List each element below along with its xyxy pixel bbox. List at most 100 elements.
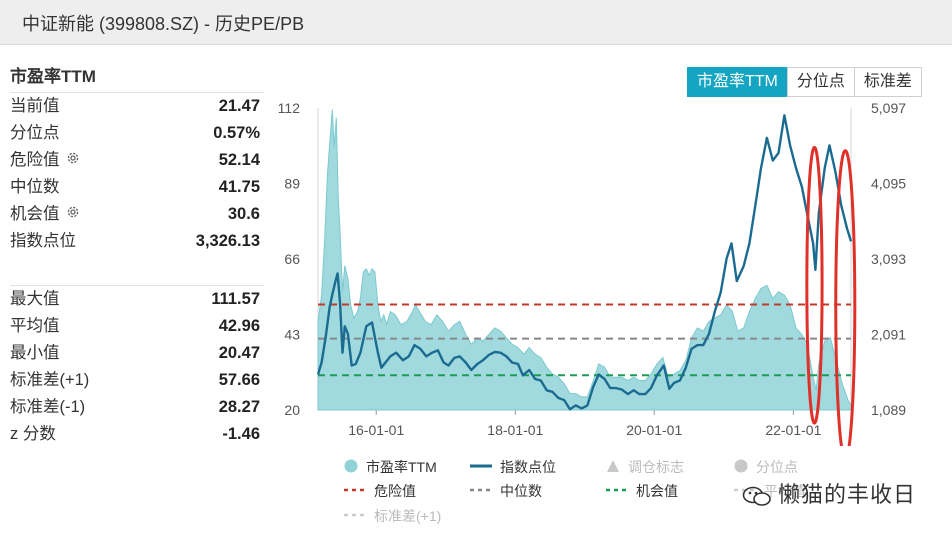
red-annotation-ellipse: [805, 145, 824, 425]
legend-symbol: [344, 481, 366, 503]
summary-stat-row: 平均值 42.96: [10, 313, 264, 340]
stat-value: 30.6: [227, 205, 260, 223]
watermark: 懒猫的丰收日: [742, 477, 916, 509]
tab-市盈率TTM[interactable]: 市盈率TTM: [687, 67, 788, 97]
stat-label-text: 当前值: [10, 97, 60, 115]
summary-stat-row: 标准差(-1) 28.27: [10, 394, 264, 421]
legend-item[interactable]: 分位点: [734, 456, 798, 478]
legend-item[interactable]: 市盈率TTM: [344, 456, 437, 478]
legend-label: 调仓标志: [628, 459, 684, 475]
stat-value: -1.46: [222, 425, 260, 443]
stat-label-text: 中位数: [10, 178, 60, 196]
summary-stat-row: 最小值 20.47: [10, 340, 264, 367]
index-points-line: [316, 114, 853, 411]
legend-label: 危险值: [374, 483, 416, 499]
wechat-icon: [742, 486, 771, 506]
current-stat-row: 分位点 0.57%: [10, 120, 264, 147]
red-annotation-ellipse: [834, 149, 857, 446]
stat-label: 当前值: [10, 93, 60, 120]
legend-label: 分位点: [756, 459, 798, 475]
stat-value: 20.47: [218, 344, 260, 362]
legend-label: 标准差(+1): [374, 508, 442, 524]
section-title: 市盈率TTM: [10, 67, 96, 86]
y-left-tick-label: 112: [278, 100, 301, 116]
x-tick-label: 18-01-01: [487, 422, 543, 438]
legend-label: 机会值: [636, 483, 678, 499]
stat-label-text: 分位点: [10, 124, 60, 142]
y-right-tick-label: 4,095: [871, 176, 906, 192]
current-stat-row: 危险值 52.14: [10, 147, 264, 174]
stat-label: 平均值: [10, 313, 60, 340]
legend-label: 市盈率TTM: [366, 459, 437, 475]
y-left-tick-label: 89: [284, 176, 300, 192]
current-stat-row: 中位数 41.75: [10, 174, 264, 201]
stat-value: 3,326.13: [195, 232, 260, 250]
stat-value: 42.96: [218, 317, 260, 335]
stat-label-text: 平均值: [10, 317, 60, 335]
tab-标准差[interactable]: 标准差: [853, 67, 922, 97]
stats-panel: 市盈率TTM 当前值 21.47 分位点 0.57% 危险值 52.14 中位数 41.75 机…: [10, 62, 264, 448]
stat-label-text: z 分数: [10, 425, 56, 443]
gear-icon[interactable]: [66, 147, 80, 174]
legend-symbol: [344, 506, 366, 528]
current-stat-row: 机会值 30.6: [10, 201, 264, 228]
stat-label-text: 标准差(+1): [10, 371, 90, 389]
legend-symbol: [606, 481, 628, 503]
stat-value: 0.57%: [213, 124, 260, 142]
pe-ttm-area: [317, 109, 852, 411]
stat-value: 111.57: [211, 290, 260, 308]
legend-symbol: [344, 457, 358, 479]
legend-symbol: [470, 457, 492, 479]
legend-item[interactable]: 标准差(+1): [344, 505, 441, 527]
legend-item[interactable]: 机会值: [606, 480, 678, 502]
watermark-text: 懒猫的丰收日: [778, 482, 917, 507]
stat-label: 最大值: [10, 286, 60, 313]
x-tick-label: 16-01-01: [348, 422, 404, 438]
x-tick-label: 22-01-01: [765, 422, 821, 438]
stat-label-text: 最大值: [10, 290, 60, 308]
stat-value: 21.47: [218, 97, 260, 115]
current-stat-row: 指数点位 3,326.13: [10, 228, 264, 255]
y-right-tick-label: 1,089: [871, 402, 906, 418]
summary-stat-row: 最大值 111.57: [10, 286, 264, 313]
y-left-tick-label: 43: [284, 327, 300, 343]
summary-stat-row: 标准差(+1) 57.66: [10, 367, 264, 394]
stat-value: 41.75: [218, 178, 260, 196]
legend-label: 中位数: [500, 483, 542, 499]
legend-item[interactable]: 危险值: [344, 480, 416, 502]
current-stat-row: 当前值 21.47: [10, 93, 264, 120]
legend-symbol: [470, 481, 492, 503]
title-bar: 中证新能 (399808.SZ) - 历史PE/PB: [0, 0, 952, 45]
y-left-tick-label: 66: [284, 251, 300, 267]
current-stats: 当前值 21.47 分位点 0.57% 危险值 52.14 中位数 41.75 机会值 30.6 指…: [10, 92, 264, 255]
stat-label: 指数点位: [10, 228, 76, 255]
stat-label-text: 指数点位: [10, 232, 76, 250]
legend-symbol: [734, 457, 748, 479]
y-left-tick-label: 20: [284, 402, 300, 418]
metric-tabs: 市盈率TTM 分位点 标准差: [687, 67, 922, 97]
legend-label: 指数点位: [500, 459, 556, 475]
legend-item[interactable]: 中位数: [470, 480, 542, 502]
stat-label: 危险值: [10, 147, 80, 174]
legend-item[interactable]: 调仓标志: [606, 456, 684, 478]
stat-label-text: 危险值: [10, 151, 60, 169]
y-right-tick-label: 5,097: [871, 100, 906, 116]
stat-label: z 分数: [10, 421, 56, 448]
summary-stat-row: z 分数 -1.46: [10, 421, 264, 448]
gear-icon[interactable]: [66, 201, 80, 228]
legend-symbol: [606, 457, 620, 479]
stat-label: 标准差(+1): [10, 367, 89, 394]
stat-label: 分位点: [10, 120, 60, 147]
window-title: 中证新能 (399808.SZ) - 历史PE/PB: [22, 14, 305, 34]
stat-label: 最小值: [10, 340, 60, 367]
stat-label-text: 机会值: [10, 205, 60, 223]
pe-history-chart: 20 43 66 89 112 1,089 2,091 3,093 4,095 5,097 16-0…: [278, 100, 906, 446]
y-right-tick-label: 2,091: [871, 327, 906, 343]
x-tick-label: 20-01-01: [626, 422, 682, 438]
legend-item[interactable]: 指数点位: [470, 456, 556, 478]
stat-label-text: 最小值: [10, 344, 60, 362]
tab-分位点[interactable]: 分位点: [786, 67, 855, 97]
legend-label: 平均值: [764, 483, 806, 499]
stat-label: 标准差(-1): [10, 394, 85, 421]
stat-label: 机会值: [10, 201, 80, 228]
